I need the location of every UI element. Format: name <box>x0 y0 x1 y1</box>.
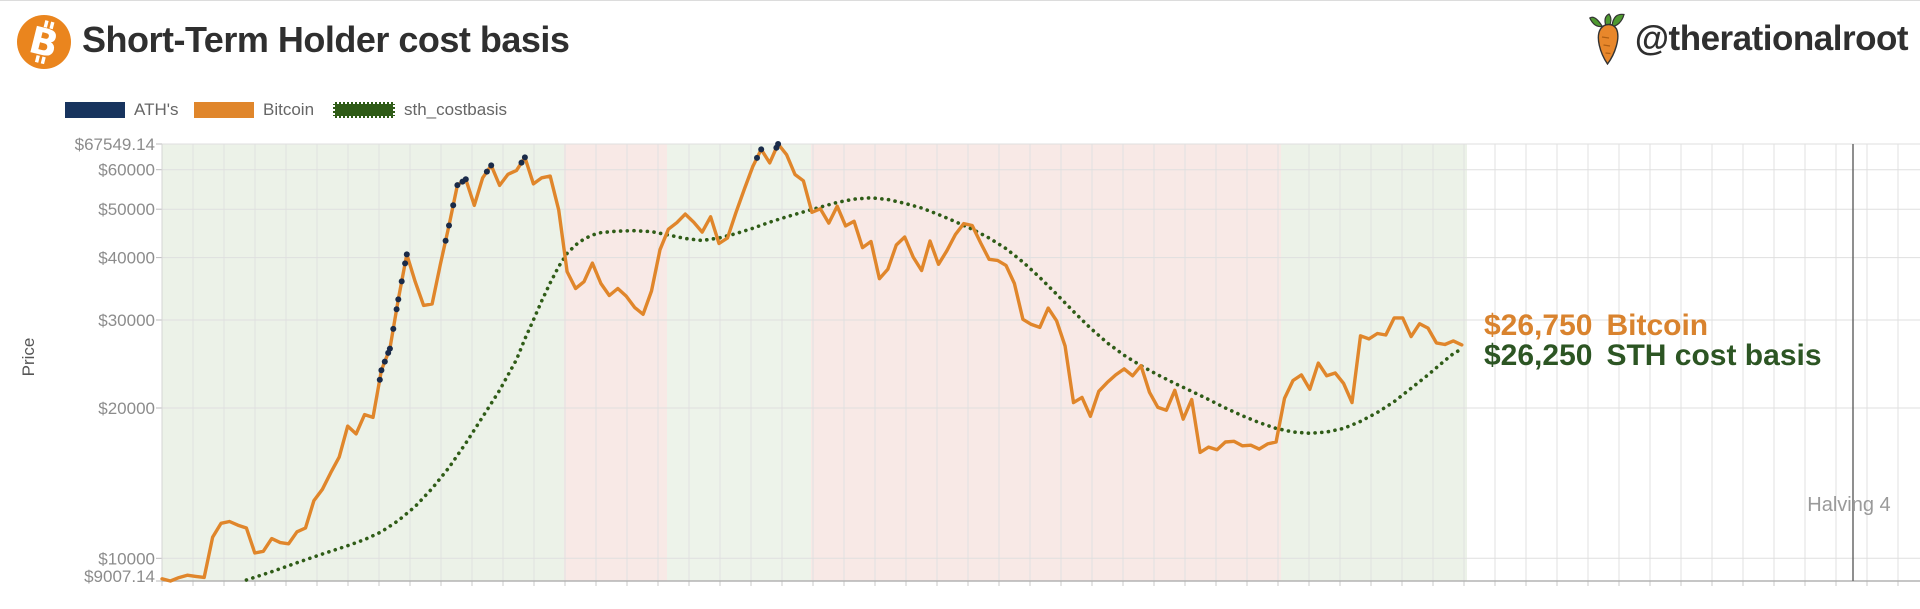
legend-label: ATH's <box>134 100 179 119</box>
ath-dot <box>754 154 760 161</box>
y-tick-label: $10000 <box>98 549 155 568</box>
ath-dot <box>488 162 495 169</box>
ath-dot <box>381 358 388 365</box>
ath-dot <box>775 141 782 147</box>
ath-dot <box>446 222 452 229</box>
background-band <box>1281 144 1467 581</box>
ath-dot <box>483 168 490 175</box>
bitcoin-logo-icon: B <box>17 15 71 69</box>
background-band <box>162 144 564 581</box>
bitcoin-swatch <box>194 102 254 118</box>
legend-item-bitcoin[interactable]: Bitcoin <box>194 100 314 120</box>
author-brand: @therationalroot <box>1588 13 1909 65</box>
ath-dot <box>462 176 469 183</box>
ath-dot <box>378 367 385 374</box>
price-axis-label: Price <box>19 338 38 377</box>
ath-dot <box>398 278 405 285</box>
ath-dot <box>390 325 397 332</box>
y-tick-label: $50000 <box>98 200 155 219</box>
y-tick-label: $30000 <box>98 311 155 330</box>
ath-dot <box>758 146 765 153</box>
page-title: Short-Term Holder cost basis <box>82 19 570 60</box>
background-band <box>667 144 811 581</box>
legend-item-sth-costbasis[interactable]: sth_costbasis <box>333 100 507 120</box>
ath-dot <box>442 237 449 244</box>
y-tick-label: $67549.14 <box>75 135 155 154</box>
sth-value-annotation: $26,250 STH cost basis <box>1484 339 1822 372</box>
background-band <box>1467 144 1920 581</box>
y-tick-label: $20000 <box>98 399 155 418</box>
y-tick-label: $60000 <box>98 161 155 180</box>
y-tick-label: $40000 <box>98 249 155 268</box>
legend-label: sth_costbasis <box>404 100 507 119</box>
author-handle: @therationalroot <box>1634 19 1909 58</box>
sth-costbasis-line[interactable] <box>244 195 1464 582</box>
ath-dot <box>454 182 461 189</box>
ath-dot <box>402 260 409 267</box>
ath-dot <box>450 202 457 209</box>
ath-dot <box>386 345 393 352</box>
ath-dot <box>376 376 383 383</box>
carrot-icon <box>1588 13 1625 65</box>
ath-dot <box>518 159 525 166</box>
ath-dot <box>393 306 400 313</box>
ath-dot <box>395 296 402 303</box>
ath-dot <box>403 251 410 258</box>
aths-swatch <box>65 102 125 118</box>
legend-item-aths[interactable]: ATH's <box>65 100 178 120</box>
y-tick-label: $9007.14 <box>84 567 155 586</box>
sth-costbasis-swatch <box>333 102 395 118</box>
legend-label: Bitcoin <box>263 100 315 119</box>
ath-dot <box>521 154 528 161</box>
background-band <box>811 144 1281 581</box>
halving-label: Halving 4 <box>1807 494 1890 516</box>
background-band <box>564 144 667 581</box>
bitcoin-line[interactable] <box>160 142 1464 583</box>
